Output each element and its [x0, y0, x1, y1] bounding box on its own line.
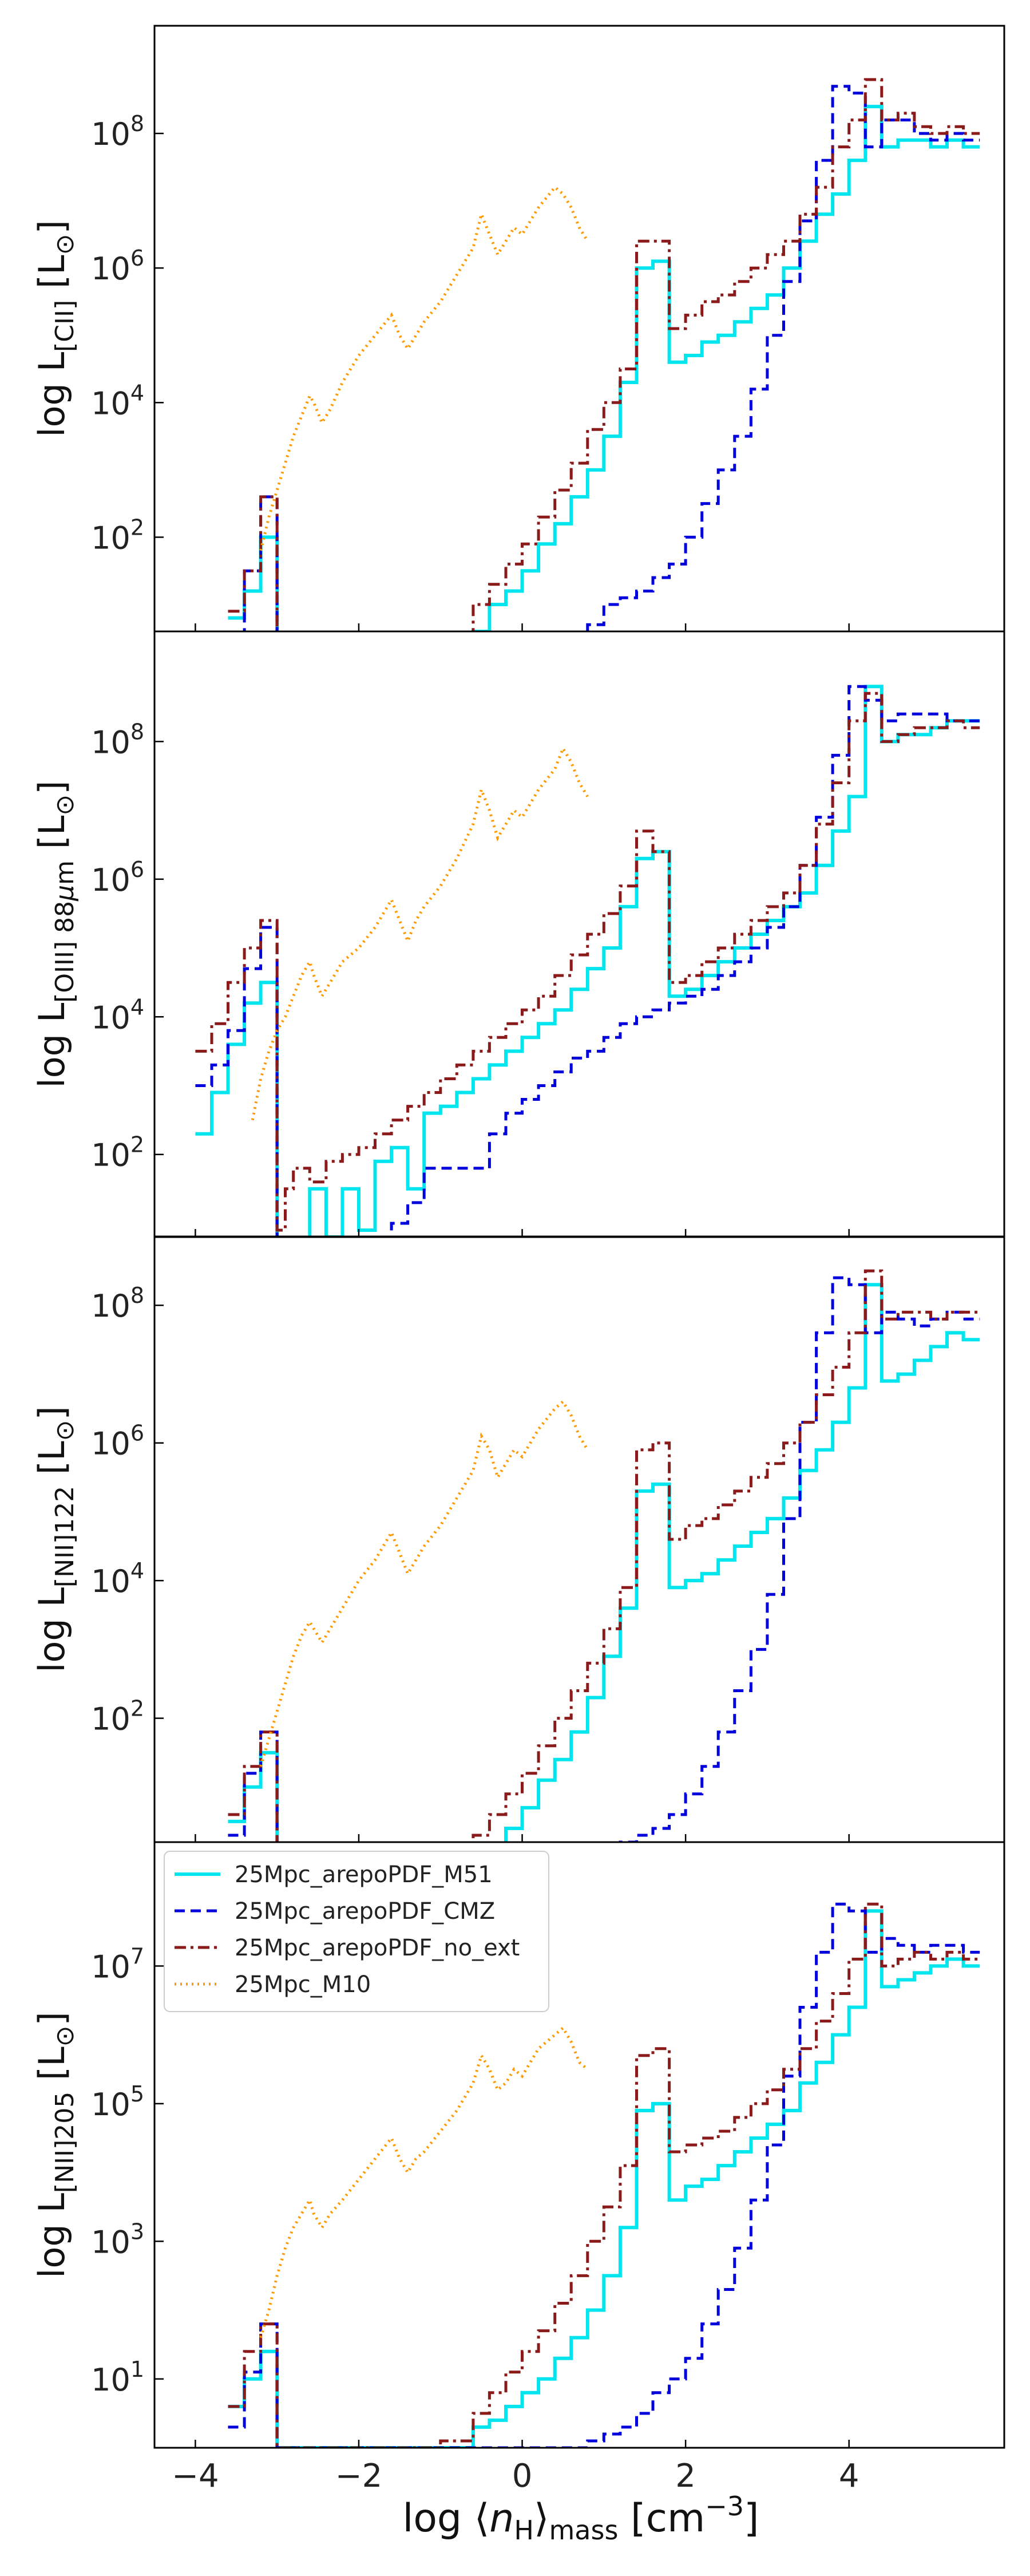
legend-label-25Mpc_arepoPDF_CMZ: 25Mpc_arepoPDF_CMZ: [235, 1898, 495, 1925]
series-line-25Mpc_arepoPDF_M51: [195, 685, 980, 1237]
legend-label-25Mpc_arepoPDF_M51: 25Mpc_arepoPDF_M51: [235, 1862, 493, 1888]
series-line-25Mpc_arepoPDF_no_ext: [228, 1902, 980, 2448]
x-axis-label: log ⟨nH⟩mass [cm−3]: [402, 2491, 759, 2546]
y-tick-label: 102: [91, 1132, 144, 1174]
series-line-25Mpc_arepoPDF_M51: [228, 105, 980, 631]
panel-4: 101 103 105 107 log L[NII]205 [L⊙]: [31, 1841, 1005, 2449]
y-tick-label: 108: [91, 719, 144, 760]
panel-1: 102 104 106 108 log L[CII] [L⊙]: [31, 25, 1005, 633]
y-tick-label: 108: [91, 111, 144, 152]
series-line-25Mpc_arepoPDF_no_ext: [195, 692, 980, 1232]
series-line-25Mpc_arepoPDF_no_ext: [228, 1269, 980, 1842]
y-tick-label: 102: [91, 515, 144, 556]
panel-4-frame: [153, 1841, 1005, 2449]
y-tick-label: 104: [91, 1558, 144, 1599]
series-line-25Mpc_M10: [259, 1399, 589, 1767]
x-tick-label: −2: [335, 2458, 383, 2495]
panel-3: 102 104 106 108 log L[NII]122 [L⊙]: [31, 1235, 1005, 1843]
y-tick-label: 105: [91, 2081, 144, 2123]
x-tick-label: −4: [172, 2458, 219, 2495]
legend-label-25Mpc_M10: 25Mpc_M10: [235, 1971, 371, 1998]
panel-3-series: [228, 1269, 980, 1842]
panel-1-y-axis-label: log L[CII] [L⊙]: [31, 220, 80, 437]
panels: 102 104 106 108 log L[CII] [L⊙] 102 104 106 108 l…: [31, 25, 1005, 2449]
legend: 25Mpc_arepoPDF_M51 25Mpc_arepoPDF_CMZ 25Mp…: [164, 1851, 549, 2012]
panel-2: 102 104 106 108 log L[OIII] 88μm [L⊙]: [31, 630, 1005, 1238]
y-tick-label: 106: [91, 246, 144, 287]
series-line-25Mpc_arepoPDF_no_ext: [228, 78, 980, 631]
series-line-25Mpc_arepoPDF_M51: [228, 1283, 980, 1842]
x-tick-label: 0: [512, 2458, 533, 2495]
x-tick-label: 2: [675, 2458, 696, 2495]
panel-1-series: [228, 78, 980, 631]
series-line-25Mpc_arepoPDF_CMZ: [228, 1276, 980, 1842]
y-tick-label: 102: [91, 1696, 144, 1737]
y-tick-label: 104: [91, 994, 144, 1036]
panel-3-y-axis-label: log L[NII]122 [L⊙]: [31, 1406, 80, 1672]
series-line-25Mpc_arepoPDF_CMZ: [228, 1902, 980, 2448]
y-tick-label: 103: [91, 2219, 144, 2260]
legend-box: [164, 1851, 549, 2012]
y-tick-label: 108: [91, 1283, 144, 1324]
y-tick-label: 104: [91, 380, 144, 421]
y-tick-label: 106: [91, 1421, 144, 1462]
x-tick-label: 4: [839, 2458, 859, 2495]
x-axis: log ⟨nH⟩mass [cm−3] −4 −2 0 2 4: [172, 2458, 859, 2546]
y-tick-label: 101: [91, 2357, 144, 2398]
panel-4-y-axis-label: log L[NII]205 [L⊙]: [31, 2012, 80, 2278]
legend-label-25Mpc_arepoPDF_no_ext: 25Mpc_arepoPDF_no_ext: [235, 1935, 520, 1961]
y-tick-label: 106: [91, 857, 144, 898]
panel-2-series: [195, 685, 980, 1237]
series-line-25Mpc_arepoPDF_CMZ: [243, 85, 980, 631]
series-line-25Mpc_M10: [259, 2025, 589, 2338]
panel-4-series: [228, 1902, 980, 2448]
y-tick-label: 107: [91, 1943, 144, 1985]
panel-2-y-axis-label: log L[OIII] 88μm [L⊙]: [31, 780, 80, 1088]
